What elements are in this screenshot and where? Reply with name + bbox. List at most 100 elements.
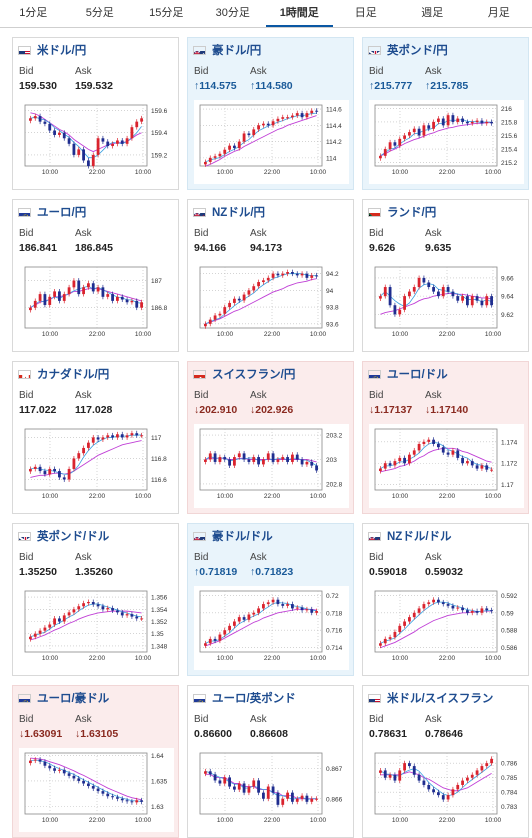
pair-name[interactable]: NZドル/ドル: [387, 528, 452, 544]
pair-name[interactable]: カナダドル/円: [37, 366, 109, 382]
pair-name[interactable]: 豪ドル/ドル: [212, 528, 273, 544]
tab-0[interactable]: 1分足: [0, 0, 67, 27]
bid-label: Bid: [19, 552, 33, 563]
card-title[interactable]: ユーロ/円: [18, 205, 86, 219]
ask-label: Ask: [250, 714, 267, 725]
card-title[interactable]: 米ドル/スイスフラン: [368, 691, 493, 705]
pair-name[interactable]: ユーロ/円: [37, 204, 86, 220]
bid-value: ↑114.575: [194, 80, 237, 92]
y-tick-label: 114.6: [326, 107, 342, 114]
card-title[interactable]: 豪ドル/ドル: [193, 529, 273, 543]
flag-icon: [18, 46, 31, 55]
y-tick-label: 202.8: [326, 481, 343, 488]
y-tick-label: 0.866: [326, 796, 343, 803]
pair-name[interactable]: 英ポンド/ドル: [37, 528, 109, 544]
ask-value: ↑0.71823: [250, 566, 293, 578]
tab-7[interactable]: 月足: [466, 0, 532, 27]
pair-name[interactable]: 英ポンド/円: [387, 42, 448, 58]
y-tick-label: 203: [326, 457, 337, 464]
bid-label: Bid: [19, 714, 33, 725]
y-tick-label: 187: [151, 278, 162, 285]
ask-label: Ask: [250, 552, 267, 563]
pair-name[interactable]: 米ドル/スイスフラン: [387, 690, 493, 706]
card-title[interactable]: NZドル/ドル: [368, 529, 452, 543]
ask-label: Ask: [250, 228, 267, 239]
pair-name[interactable]: スイスフラン/円: [212, 366, 295, 382]
bid-value: 0.78631: [369, 728, 407, 740]
card-title[interactable]: 米ドル/円: [18, 43, 86, 57]
card-title[interactable]: 豪ドル/円: [193, 43, 261, 57]
tab-1[interactable]: 5分足: [67, 0, 134, 27]
ask-value: 186.845: [75, 242, 113, 254]
pair-name[interactable]: NZドル/円: [212, 204, 265, 220]
card-title[interactable]: 英ポンド/円: [368, 43, 448, 57]
card-title[interactable]: カナダドル/円: [18, 367, 109, 381]
bid-label: Bid: [369, 228, 383, 239]
card-title[interactable]: ユーロ/豪ドル: [18, 691, 109, 705]
tab-4[interactable]: 1時間足: [266, 0, 333, 27]
bid-value: ↑0.71819: [194, 566, 237, 578]
pair-name[interactable]: ランド/円: [387, 204, 436, 220]
card-title[interactable]: ランド/円: [368, 205, 436, 219]
tab-3[interactable]: 30分足: [200, 0, 267, 27]
pair-name[interactable]: ユーロ/英ポンド: [212, 690, 296, 706]
candle: [97, 136, 100, 158]
pair-name[interactable]: ユーロ/ドル: [387, 366, 448, 382]
pair-name[interactable]: 米ドル/円: [37, 42, 86, 58]
card-title[interactable]: 英ポンド/ドル: [18, 529, 109, 543]
bid-label: Bid: [369, 66, 383, 77]
tab-5[interactable]: 日足: [333, 0, 400, 27]
card-title[interactable]: スイスフラン/円: [193, 367, 295, 381]
card-title[interactable]: ユーロ/英ポンド: [193, 691, 296, 705]
tab-6[interactable]: 週足: [399, 0, 466, 27]
ask-label: Ask: [75, 66, 92, 77]
tab-2[interactable]: 15分足: [133, 0, 200, 27]
ask-label: Ask: [75, 552, 92, 563]
pair-name[interactable]: 豪ドル/円: [212, 42, 261, 58]
y-tick-label: 114: [326, 155, 337, 162]
pair-name[interactable]: ユーロ/豪ドル: [37, 690, 109, 706]
card-title[interactable]: NZドル/円: [193, 205, 265, 219]
x-tick-label: 10:00: [135, 493, 152, 500]
x-tick-label: 10:00: [392, 817, 409, 824]
card-title[interactable]: ユーロ/ドル: [368, 367, 448, 381]
bid-value: ↓202.910: [194, 404, 237, 416]
y-tick-label: 116.8: [151, 456, 167, 463]
